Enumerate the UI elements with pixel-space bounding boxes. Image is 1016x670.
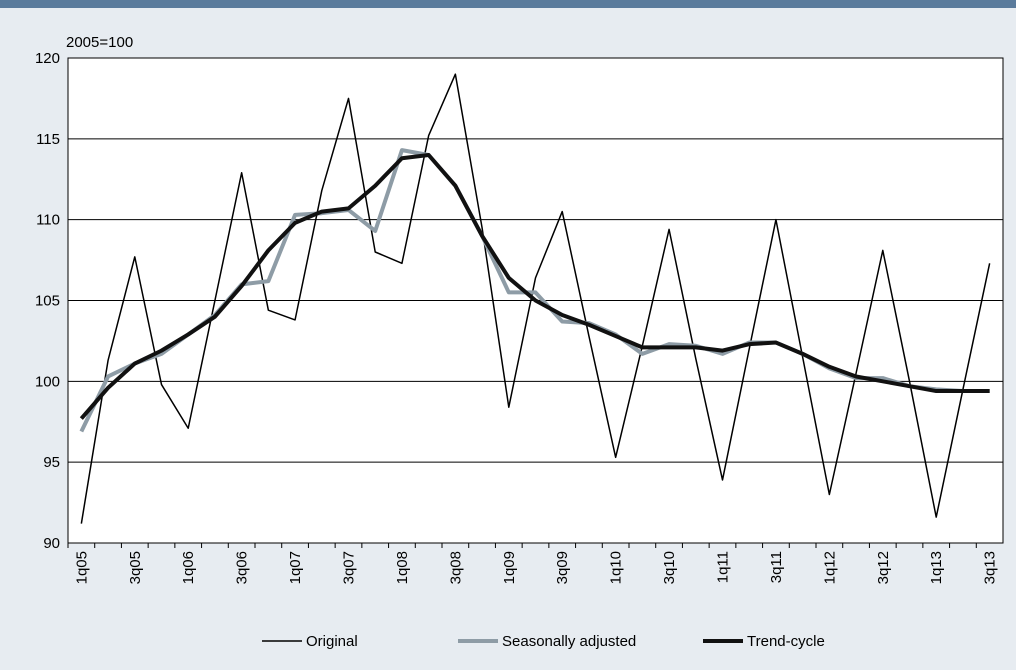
x-tick-label: 1q08 <box>394 551 411 584</box>
x-tick-label: 1q13 <box>928 551 945 584</box>
x-tick-label: 1q05 <box>73 551 90 584</box>
x-tick-label: 3q05 <box>127 551 144 584</box>
x-tick-label: 1q10 <box>608 551 625 584</box>
x-tick-label: 1q11 <box>715 551 732 583</box>
legend-label: Seasonally adjusted <box>502 633 636 650</box>
header-band <box>0 0 1016 8</box>
series-line <box>80 73 991 524</box>
x-tick-label: 3q07 <box>341 551 358 584</box>
x-tick-label: 3q08 <box>447 551 464 584</box>
x-tick-label: 3q09 <box>554 551 571 584</box>
x-tick-label: 1q09 <box>501 551 518 584</box>
y-tick-label: 90 <box>43 535 60 552</box>
legend-label: Trend-cycle <box>747 633 825 650</box>
y-tick-label: 100 <box>35 373 60 390</box>
legend-label: Original <box>306 633 358 650</box>
y-tick-label: 115 <box>36 131 60 148</box>
x-tick-label: 1q12 <box>821 551 838 584</box>
y-tick-label: 110 <box>36 212 60 229</box>
x-tick-label: 1q06 <box>180 551 197 584</box>
y-tick-label: 120 <box>35 50 60 67</box>
plot-border <box>67 57 1004 544</box>
x-tick-label: 3q10 <box>661 551 678 584</box>
x-tick-label: 3q12 <box>875 551 892 584</box>
x-tick-label: 3q06 <box>234 551 251 584</box>
series-line <box>79 153 990 420</box>
y-tick-label: 95 <box>43 454 60 471</box>
y-tick-label: 105 <box>35 293 60 310</box>
y-axis-label: 2005=100 <box>66 34 133 51</box>
x-tick-label: 3q11 <box>768 551 785 583</box>
x-tick-label: 3q13 <box>982 551 999 584</box>
x-tick-label: 1q07 <box>287 551 304 584</box>
